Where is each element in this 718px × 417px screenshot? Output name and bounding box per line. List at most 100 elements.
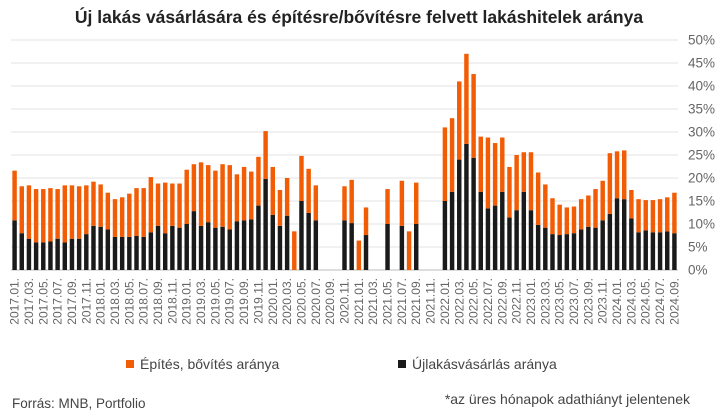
x-tick-label: 2018.05. <box>122 278 136 325</box>
bar-new-purchase <box>557 235 562 270</box>
bar-construction <box>442 127 448 201</box>
bar-construction <box>643 200 648 231</box>
bar-new-purchase <box>191 211 197 270</box>
bar-new-purchase <box>41 242 46 270</box>
x-tick-label: 2022.09. <box>495 278 509 325</box>
x-tick-label: 2023.07. <box>567 278 581 325</box>
x-tick-label: 2017.11. <box>79 278 93 324</box>
bar-new-purchase <box>672 233 677 270</box>
legend-label-new-purchase: Újlakásvásárlás aránya <box>412 356 557 372</box>
y-tick-label: 45% <box>688 56 715 71</box>
x-tick-label: 2021.03. <box>366 278 380 325</box>
bar-construction <box>672 192 677 234</box>
bar-construction <box>528 152 534 211</box>
bar-construction <box>241 166 247 221</box>
bar-new-purchase <box>33 242 39 270</box>
x-tick-label: 2023.11. <box>596 278 610 324</box>
footnote: *az üres hónapok adathiányt jelentenek <box>444 391 690 407</box>
bar-construction <box>313 185 319 221</box>
bar-construction <box>578 199 584 230</box>
x-tick-label: 2022.07. <box>481 278 495 325</box>
bar-new-purchase <box>586 226 591 270</box>
bar-construction <box>191 164 197 212</box>
bar-new-purchase <box>471 157 476 270</box>
bar-construction <box>521 152 527 192</box>
bar-construction <box>76 186 82 239</box>
bar-new-purchase <box>249 219 254 270</box>
bar-new-purchase <box>84 234 89 270</box>
bar-construction <box>564 207 570 235</box>
y-axis: 0% 5% 10% 15% 20% 25% 30% 35% 40% 45% 50% <box>688 33 715 278</box>
bar-new-purchase <box>535 224 541 270</box>
bar-new-purchase <box>206 222 211 270</box>
bar-new-purchase <box>148 232 154 270</box>
bar-new-purchase <box>650 232 656 270</box>
bar-new-purchase <box>177 227 182 270</box>
bar-new-purchase <box>464 143 469 270</box>
bar-construction <box>665 197 670 232</box>
bar-construction <box>636 199 641 233</box>
bar-construction <box>91 181 96 226</box>
bar-new-purchase <box>593 227 598 270</box>
bar-new-purchase <box>636 232 641 270</box>
bar-new-purchase <box>313 220 319 270</box>
x-tick-label: 2024.01. <box>610 278 624 325</box>
x-tick-label: 2022.01. <box>438 278 452 325</box>
y-tick-label: 5% <box>688 240 708 255</box>
bar-construction <box>449 118 455 192</box>
bar-construction <box>457 81 462 160</box>
bar-new-purchase <box>141 236 146 270</box>
bar-construction <box>98 184 103 227</box>
bar-new-purchase <box>306 212 311 270</box>
bar-new-purchase <box>507 217 512 270</box>
bar-construction <box>19 186 24 234</box>
bar-new-purchase <box>284 215 290 270</box>
bar-construction <box>127 193 132 237</box>
bar-new-purchase <box>564 234 570 270</box>
bar-construction <box>478 136 483 192</box>
y-tick-label: 0% <box>688 263 708 278</box>
bars <box>12 53 677 270</box>
bar-new-purchase <box>478 191 483 270</box>
bar-construction <box>206 165 211 223</box>
x-tick-label: 2021.11. <box>424 278 438 324</box>
bar-construction <box>306 168 311 213</box>
x-tick-label: 2017.07. <box>51 278 65 325</box>
bar-new-purchase <box>514 210 519 270</box>
bar-construction <box>571 206 577 234</box>
bar-new-purchase <box>607 213 613 270</box>
bar-construction <box>134 188 139 236</box>
bar-new-purchase <box>449 191 455 270</box>
bar-new-purchase <box>162 233 168 270</box>
bar-new-purchase <box>270 214 276 270</box>
bar-construction <box>12 170 17 221</box>
bar-new-purchase <box>127 236 132 270</box>
bar-construction <box>614 151 620 199</box>
bar-new-purchase <box>665 231 670 270</box>
bar-construction <box>270 166 276 215</box>
bar-construction <box>500 137 505 192</box>
y-tick-label: 40% <box>688 79 715 94</box>
bar-construction <box>41 189 46 243</box>
bar-construction <box>184 169 189 224</box>
bar-new-purchase <box>528 210 534 270</box>
bar-new-purchase <box>550 234 555 270</box>
x-tick-label: 2023.05. <box>553 278 567 325</box>
bar-construction <box>227 165 232 230</box>
legend-item-construction: Építés, bővítés aránya <box>126 356 279 372</box>
x-tick-label: 2021.01. <box>352 278 366 325</box>
bar-construction <box>600 180 605 221</box>
bar-construction <box>657 199 663 233</box>
bar-construction <box>492 143 498 206</box>
x-tick-label: 2018.11. <box>165 278 179 324</box>
bar-construction <box>535 172 541 225</box>
bar-construction <box>299 155 304 201</box>
bar-construction <box>356 240 362 270</box>
bar-new-purchase <box>26 238 32 270</box>
bar-construction <box>550 198 555 235</box>
bar-construction <box>198 162 204 226</box>
bar-construction <box>48 188 53 242</box>
bar-construction <box>621 150 627 200</box>
source-note: Forrás: MNB, Portfolio <box>12 396 146 411</box>
bar-new-purchase <box>500 191 505 270</box>
